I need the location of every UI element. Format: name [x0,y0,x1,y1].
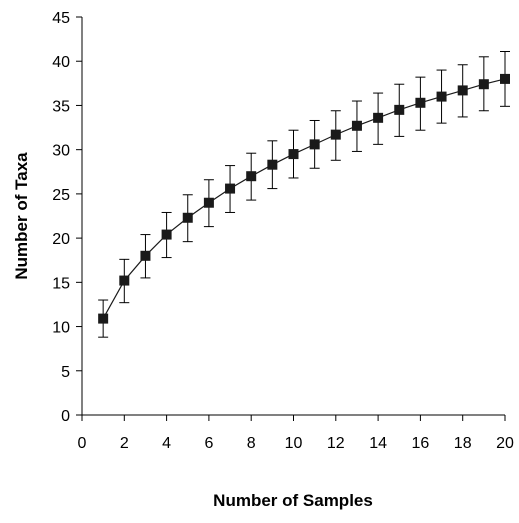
series-line [102,78,506,319]
data-point [140,250,151,261]
x-tick-label: 8 [247,435,256,452]
y-tick-label: 45 [52,10,70,27]
data-markers [98,73,510,324]
data-point [457,85,468,96]
y-tick-label: 35 [52,98,70,115]
data-point [394,104,405,115]
data-point [436,91,447,102]
data-point [309,139,320,150]
data-point [288,149,299,160]
x-tick-label: 10 [285,435,303,452]
x-tick-label: 18 [454,435,472,452]
data-point [225,183,236,194]
data-point [98,313,109,324]
x-tick-label: 6 [204,435,213,452]
y-tick-label: 25 [52,187,70,204]
x-axis-title: Number of Samples [213,491,373,510]
y-tick-label: 5 [61,364,70,381]
x-tick-label: 14 [369,435,387,452]
data-point [182,212,193,223]
data-point [119,275,130,286]
y-tick-label: 15 [52,275,70,292]
y-tick-label: 10 [52,320,70,337]
data-point [267,159,278,170]
y-tick-label: 30 [52,143,70,160]
x-axis: 0 2 4 6 8 10 12 14 16 18 20 [78,414,514,452]
data-point [500,73,510,84]
x-tick-label: 4 [162,435,171,452]
y-tick-label: 20 [52,231,70,248]
y-tick-label: 0 [61,408,70,425]
y-axis-title: Number of Taxa [12,152,31,280]
data-point [373,112,384,123]
x-tick-label: 0 [78,435,87,452]
x-tick-label: 16 [412,435,430,452]
data-point [415,97,426,108]
x-tick-label: 12 [327,435,345,452]
x-tick-label: 2 [120,435,129,452]
data-point [330,129,341,140]
x-tick-label: 20 [496,435,514,452]
y-tick-label: 40 [52,54,70,71]
data-point [161,229,172,240]
data-point [203,197,214,208]
data-point [351,120,362,131]
data-point [478,79,489,90]
data-point [246,171,257,182]
y-axis: 0 5 10 15 20 25 30 35 40 45 [52,10,83,425]
